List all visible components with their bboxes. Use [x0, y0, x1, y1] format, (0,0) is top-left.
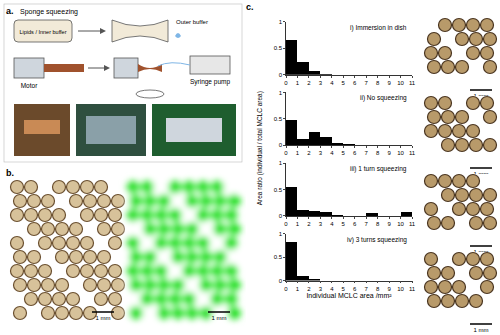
- svg-text:Motor: Motor: [21, 82, 38, 89]
- svg-text:8: 8: [376, 150, 380, 156]
- svg-text:6: 6: [353, 221, 357, 227]
- svg-text:iii) 1 turn squeezing: iii) 1 turn squeezing: [350, 165, 407, 173]
- svg-text:0: 0: [284, 80, 288, 86]
- svg-text:ii) No squeezing: ii) No squeezing: [360, 94, 407, 102]
- svg-text:2: 2: [307, 150, 311, 156]
- svg-text:9: 9: [387, 80, 391, 86]
- svg-text:11: 11: [409, 150, 416, 156]
- svg-text:Syringe pump: Syringe pump: [190, 78, 230, 86]
- svg-text:Area ratio (individual / total: Area ratio (individual / total MCLC area…: [256, 91, 264, 205]
- svg-text:10: 10: [397, 80, 404, 86]
- svg-text:5: 5: [342, 80, 346, 86]
- svg-text:7: 7: [365, 150, 369, 156]
- svg-text:3: 3: [319, 221, 323, 227]
- svg-text:5: 5: [342, 286, 346, 292]
- svg-text:1: 1: [279, 90, 283, 96]
- svg-text:4: 4: [330, 150, 334, 156]
- svg-text:8: 8: [376, 221, 380, 227]
- svg-text:4: 4: [330, 221, 334, 227]
- svg-text:1: 1: [279, 231, 283, 237]
- svg-text:2: 2: [307, 286, 311, 292]
- svg-text:1: 1: [296, 80, 300, 86]
- svg-text:11: 11: [409, 286, 416, 292]
- svg-text:iv) 3 turns squeezing: iv) 3 turns squeezing: [347, 236, 407, 244]
- svg-text:0: 0: [279, 278, 283, 284]
- svg-text:Outer buffer: Outer buffer: [176, 19, 208, 25]
- svg-text:b.: b.: [6, 168, 14, 178]
- svg-text:3: 3: [319, 80, 323, 86]
- svg-text:1 mm: 1 mm: [96, 315, 111, 321]
- svg-text:0: 0: [284, 286, 288, 292]
- svg-text:7: 7: [365, 286, 369, 292]
- svg-text:9: 9: [387, 221, 391, 227]
- svg-text:4: 4: [330, 80, 334, 86]
- svg-text:0.5: 0.5: [274, 45, 283, 51]
- svg-text:10: 10: [397, 286, 404, 292]
- svg-text:2: 2: [307, 80, 311, 86]
- svg-text:4: 4: [330, 286, 334, 292]
- svg-text:6: 6: [353, 80, 357, 86]
- svg-text:5: 5: [342, 150, 346, 156]
- svg-text:9: 9: [387, 286, 391, 292]
- svg-text:6: 6: [353, 286, 357, 292]
- svg-text:a.: a.: [6, 6, 14, 16]
- svg-text:1 mm: 1 mm: [474, 327, 489, 333]
- svg-text:1 mm: 1 mm: [212, 315, 227, 321]
- svg-text:10: 10: [397, 150, 404, 156]
- svg-text:1: 1: [279, 160, 283, 166]
- svg-text:Lipids / Inner buffer: Lipids / Inner buffer: [20, 29, 67, 35]
- svg-text:1: 1: [279, 19, 283, 25]
- svg-text:2: 2: [307, 221, 311, 227]
- svg-text:1: 1: [296, 150, 300, 156]
- svg-text:9: 9: [387, 150, 391, 156]
- svg-text:11: 11: [409, 221, 416, 227]
- svg-text:5: 5: [342, 221, 346, 227]
- svg-text:0: 0: [279, 213, 283, 219]
- svg-text:Individual MCLC area /mm²: Individual MCLC area /mm²: [306, 292, 392, 299]
- svg-text:1: 1: [296, 221, 300, 227]
- svg-text:10: 10: [397, 221, 404, 227]
- svg-text:6: 6: [353, 150, 357, 156]
- svg-text:0: 0: [279, 72, 283, 78]
- svg-text:11: 11: [409, 80, 416, 86]
- svg-text:i) Immersion in dish: i) Immersion in dish: [350, 24, 407, 32]
- svg-text:c.: c.: [246, 2, 254, 12]
- svg-text:8: 8: [376, 286, 380, 292]
- svg-text:0.5: 0.5: [274, 254, 283, 260]
- svg-text:0: 0: [279, 142, 283, 148]
- svg-text:0: 0: [284, 150, 288, 156]
- svg-text:1: 1: [296, 286, 300, 292]
- svg-text:3: 3: [319, 150, 323, 156]
- svg-text:0.5: 0.5: [274, 116, 283, 122]
- svg-text:0: 0: [284, 221, 288, 227]
- svg-text:3: 3: [319, 286, 323, 292]
- svg-text:7: 7: [365, 221, 369, 227]
- svg-text:8: 8: [376, 80, 380, 86]
- svg-text:0.5: 0.5: [274, 187, 283, 193]
- svg-text:7: 7: [365, 80, 369, 86]
- svg-text:Sponge squeezing: Sponge squeezing: [20, 8, 78, 16]
